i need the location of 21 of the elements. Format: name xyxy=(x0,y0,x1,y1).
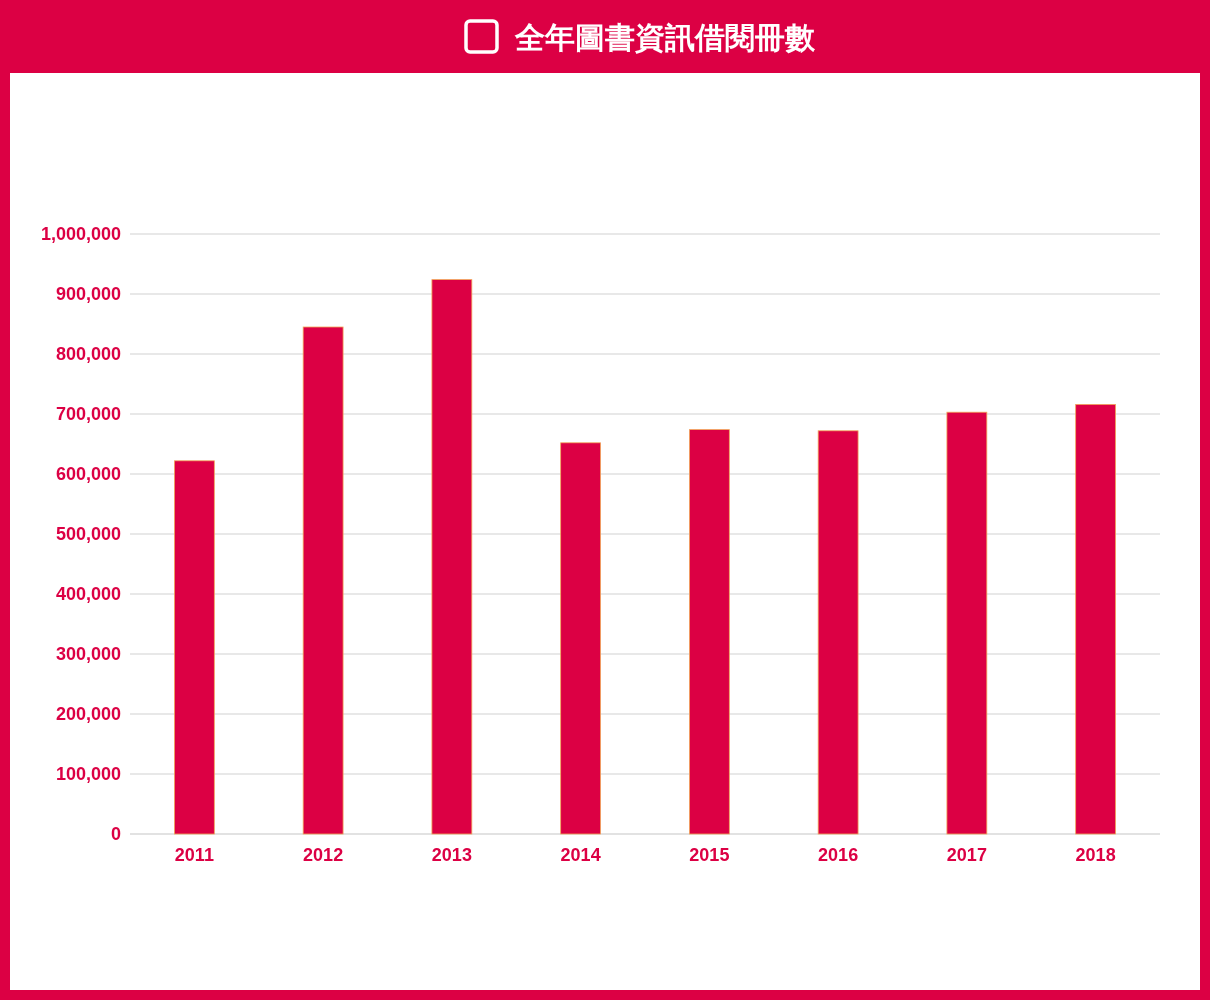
y-tick-label: 400,000 xyxy=(55,584,121,604)
y-tick-label: 500,000 xyxy=(55,524,121,544)
y-tick-label: 800,000 xyxy=(55,344,121,364)
y-tick-label: 200,000 xyxy=(55,704,121,724)
x-tick-label: 2015 xyxy=(689,845,730,865)
x-tick-label: 2012 xyxy=(303,845,344,865)
plot: 0 100,000 200,000 300,000 400,000 500,000 600,000 700,000 800,000 900,000 1,000,000 2011 2012 2013 2014 2015 2016 2017 2018 xyxy=(40,224,1161,865)
title: 全年圖書資訊借閱冊數 xyxy=(515,20,815,55)
x-tick-label: 2011 xyxy=(174,845,214,865)
y-tick-label: 600,000 xyxy=(55,464,121,484)
x-tick-label: 2018 xyxy=(1075,845,1116,865)
y-tick-label: 700,000 xyxy=(55,404,121,424)
y-tick-label: 900,000 xyxy=(55,284,121,304)
x-tick-label: 2013 xyxy=(431,845,472,865)
y-tick-label: 300,000 xyxy=(55,644,121,664)
y-tick-label: 1,000,000 xyxy=(40,224,121,244)
x-tick-label: 2017 xyxy=(946,845,987,865)
y-tick-label: 100,000 xyxy=(55,764,121,784)
y-tick-label: 0 xyxy=(110,824,121,844)
x-tick-label: 2014 xyxy=(560,845,601,865)
x-tick-label: 2016 xyxy=(818,845,859,865)
